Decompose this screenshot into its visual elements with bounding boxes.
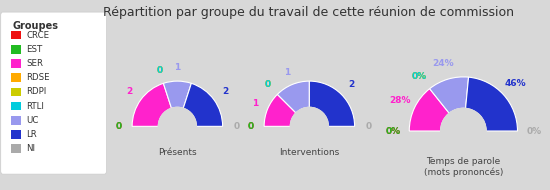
Text: EST: EST bbox=[26, 45, 42, 54]
Text: 0: 0 bbox=[156, 66, 162, 75]
Bar bbox=[11, 130, 21, 139]
Text: 0: 0 bbox=[116, 122, 122, 131]
Text: 2: 2 bbox=[126, 87, 133, 96]
Text: 24%: 24% bbox=[432, 59, 454, 68]
Bar bbox=[11, 144, 21, 153]
Bar bbox=[11, 31, 21, 39]
Text: 0: 0 bbox=[365, 122, 371, 131]
Text: RTLI: RTLI bbox=[26, 102, 44, 111]
Wedge shape bbox=[409, 89, 449, 131]
Text: NI: NI bbox=[26, 144, 35, 153]
Wedge shape bbox=[264, 94, 296, 126]
Text: 0%: 0% bbox=[412, 71, 427, 81]
Wedge shape bbox=[309, 81, 355, 126]
Wedge shape bbox=[430, 77, 469, 113]
Text: 46%: 46% bbox=[505, 79, 526, 88]
Text: 1: 1 bbox=[174, 63, 180, 72]
Wedge shape bbox=[163, 81, 191, 108]
Text: 0: 0 bbox=[156, 66, 162, 75]
Text: 2: 2 bbox=[348, 80, 354, 89]
Bar bbox=[11, 88, 21, 96]
Text: UC: UC bbox=[26, 116, 39, 125]
Text: Groupes: Groupes bbox=[13, 21, 59, 31]
Wedge shape bbox=[183, 83, 223, 126]
Text: Interventions: Interventions bbox=[279, 148, 339, 157]
Bar bbox=[11, 73, 21, 82]
Text: RDSE: RDSE bbox=[26, 73, 50, 82]
Text: 1: 1 bbox=[284, 67, 290, 77]
Text: 0: 0 bbox=[265, 80, 271, 89]
Bar bbox=[11, 116, 21, 124]
Text: 0: 0 bbox=[265, 80, 271, 89]
Text: 0%: 0% bbox=[412, 71, 427, 81]
Text: 2: 2 bbox=[222, 87, 228, 96]
Circle shape bbox=[441, 108, 486, 154]
Bar bbox=[11, 45, 21, 54]
Wedge shape bbox=[277, 81, 309, 113]
Circle shape bbox=[290, 107, 328, 145]
Wedge shape bbox=[465, 77, 518, 131]
Text: Temps de parole
(mots prononcés): Temps de parole (mots prononcés) bbox=[424, 157, 503, 177]
Text: 0%: 0% bbox=[386, 127, 400, 135]
Text: 0: 0 bbox=[248, 122, 254, 131]
Text: 0: 0 bbox=[156, 66, 162, 75]
Bar bbox=[11, 59, 21, 68]
Text: 0: 0 bbox=[265, 80, 271, 89]
Text: LR: LR bbox=[26, 130, 37, 139]
Text: 0: 0 bbox=[248, 122, 254, 131]
Circle shape bbox=[158, 107, 196, 145]
Text: 1: 1 bbox=[252, 99, 258, 108]
Text: Répartition par groupe du travail de cette réunion de commission: Répartition par groupe du travail de cet… bbox=[102, 6, 514, 19]
Text: CRCE: CRCE bbox=[26, 31, 50, 40]
Text: 28%: 28% bbox=[389, 96, 411, 105]
Text: 0%: 0% bbox=[386, 127, 400, 135]
Text: RDPI: RDPI bbox=[26, 87, 46, 96]
Text: 0: 0 bbox=[233, 122, 239, 131]
FancyBboxPatch shape bbox=[1, 12, 107, 174]
Text: 0: 0 bbox=[116, 122, 122, 131]
Wedge shape bbox=[132, 83, 172, 126]
Text: 0%: 0% bbox=[412, 71, 427, 81]
Text: Présents: Présents bbox=[158, 148, 197, 157]
Text: 0%: 0% bbox=[526, 127, 541, 135]
Bar bbox=[11, 102, 21, 110]
Text: SER: SER bbox=[26, 59, 43, 68]
